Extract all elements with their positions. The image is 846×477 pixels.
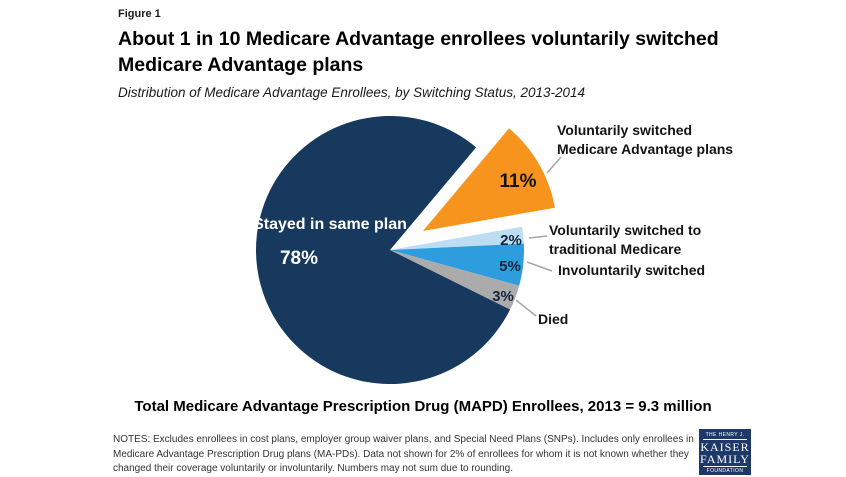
pie-slice-2 [390, 243, 524, 286]
callout-voluntary-ma: Voluntarily switched Medicare Advantage … [557, 122, 734, 157]
logo-divider [703, 466, 747, 467]
notes-text: NOTES: Excludes enrollees in cost plans,… [113, 434, 694, 474]
pct-label-stayed: 78% [279, 248, 319, 269]
callout-died: Died [538, 311, 569, 327]
pct-label-voluntary-ma: 11% [499, 171, 537, 192]
pie-slice-0 [422, 128, 555, 231]
page-title: About 1 in 10 Medicare Advantage enrolle… [118, 28, 719, 76]
callout-voluntary-trad: Voluntarily switched to traditional Medi… [549, 222, 702, 257]
pie-slices [255, 115, 555, 384]
total-enrollees-line: Total Medicare Advantage Prescription Dr… [134, 398, 712, 415]
pct-label-voluntary-trad: 2% [500, 232, 522, 249]
figure-label: Figure 1 [118, 8, 161, 20]
kaiser-family-foundation-logo: THE HENRY J. KAISER FAMILY FOUNDATION [699, 429, 751, 475]
pct-label-died: 3% [492, 288, 514, 305]
pie-slice-1 [390, 226, 524, 250]
logo-line-4: FOUNDATION [706, 468, 744, 474]
logo-line-1: THE HENRY J. [705, 432, 745, 438]
slice-label-stayed: Stayed in same plan [253, 216, 407, 233]
leader-line-died [515, 299, 537, 317]
chart-subtitle: Distribution of Medicare Advantage Enrol… [118, 85, 586, 100]
logo-line-2: KAISER [700, 440, 750, 454]
logo-line-3: FAMILY [700, 452, 750, 466]
callout-involuntary: Involuntarily switched [558, 262, 706, 278]
leader-line-voluntary-ma [546, 156, 562, 174]
logo-divider [703, 439, 747, 440]
pct-label-involuntary: 5% [499, 258, 521, 275]
pie-slice-4 [255, 115, 511, 384]
leader-lines [515, 156, 562, 317]
pie-slice-3 [390, 250, 520, 310]
leader-line-voluntary-trad [528, 235, 548, 239]
leader-line-involuntary [526, 261, 553, 272]
